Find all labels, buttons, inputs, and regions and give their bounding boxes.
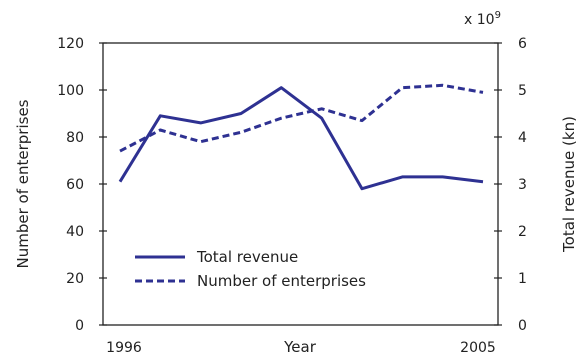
legend-label-number-of-enterprises: Number of enterprises	[197, 272, 366, 290]
right-tick-label: 6	[518, 36, 527, 52]
x-tick-label-end: 2005	[460, 340, 496, 356]
left-tick-label: 20	[66, 271, 84, 287]
left-tick-label: 40	[66, 224, 84, 240]
x-axis-title: Year	[283, 338, 317, 356]
left-tick-label: 100	[57, 83, 84, 99]
right-tick-label: 4	[518, 130, 527, 146]
right-tick-label: 0	[518, 318, 527, 334]
left-axis-ticks: 0 20 40 60 80 100 120	[57, 36, 107, 334]
legend: Total revenue Number of enterprises	[135, 248, 366, 290]
right-tick-label: 5	[518, 83, 527, 99]
right-axis-multiplier-exponent: 9	[495, 10, 501, 21]
right-axis-multiplier: x 109	[464, 10, 501, 28]
right-tick-label: 2	[518, 224, 527, 240]
series-layer	[118, 83, 484, 191]
series-line-number-of-enterprises	[119, 83, 484, 153]
right-axis-ticks: 0 1 2 3 4 5 6	[494, 36, 527, 334]
right-tick-label: 3	[518, 177, 527, 193]
legend-label-total-revenue: Total revenue	[196, 248, 298, 266]
left-tick-label: 120	[57, 36, 84, 52]
series-line-total-revenue	[118, 86, 484, 191]
left-tick-label: 0	[75, 318, 84, 334]
y-axis-title-right: Total revenue (kn)	[560, 116, 578, 253]
left-tick-label: 60	[66, 177, 84, 193]
y-axis-title-left: Number of enterprises	[14, 99, 32, 268]
right-axis-multiplier-base: x 10	[464, 12, 495, 28]
x-tick-label-start: 1996	[106, 340, 142, 356]
left-tick-label: 80	[66, 130, 84, 146]
right-tick-label: 1	[518, 271, 527, 287]
